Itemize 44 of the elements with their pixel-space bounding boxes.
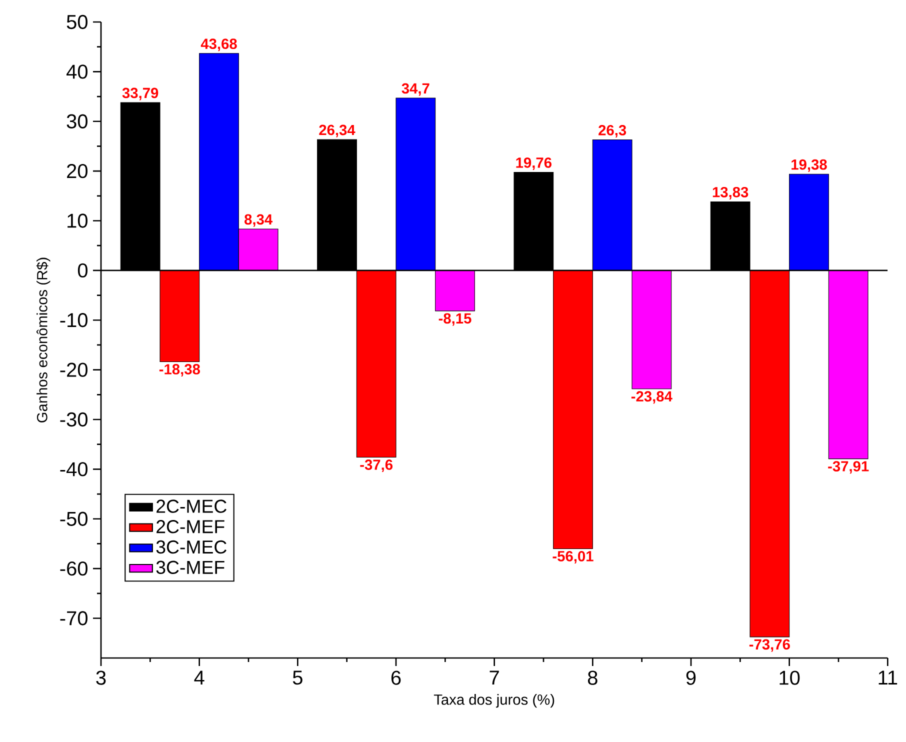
- y-axis-title: Ganhos econômicos (R$): [36, 258, 50, 422]
- y-tick-label: -40: [60, 462, 88, 476]
- x-tick-label: 11: [878, 670, 898, 684]
- x-tick-label: 6: [391, 670, 401, 685]
- x-tick-label: 5: [292, 670, 302, 685]
- y-tick-label: 30: [66, 114, 88, 128]
- y-tick-label: -60: [60, 561, 88, 576]
- legend-label: 2C-MEF: [156, 520, 224, 534]
- legend-label: 3C-MEC: [156, 540, 226, 554]
- x-tick-label: 10: [780, 670, 800, 685]
- data-label: -56,01: [552, 551, 594, 564]
- y-tick-label: -20: [60, 362, 88, 377]
- y-tick-label: 40: [66, 64, 88, 79]
- legend-label: 2C-MEC: [156, 500, 226, 513]
- data-label: 13,83: [712, 186, 748, 200]
- data-label: -73,76: [749, 639, 790, 652]
- y-tick-label: 50: [66, 14, 88, 30]
- y-tick-label: -70: [60, 611, 88, 626]
- y-tick-label: -10: [60, 313, 88, 328]
- y-tick-label: 0: [78, 263, 88, 278]
- x-tick-label: 8: [588, 670, 598, 685]
- data-label: 19,38: [792, 159, 827, 172]
- data-label: -8,15: [438, 313, 472, 326]
- data-label: 8,34: [244, 214, 273, 227]
- data-label: 43,68: [200, 38, 237, 52]
- x-tick-label: 7: [490, 670, 499, 684]
- data-label: 26,34: [319, 124, 356, 138]
- y-tick-label: -30: [60, 412, 88, 427]
- data-label: 19,76: [516, 157, 552, 170]
- data-label: -37,91: [828, 461, 869, 474]
- data-label: -23,84: [631, 391, 672, 404]
- data-label: -18,38: [159, 364, 200, 377]
- x-axis-title: Taxa dos juros (%): [434, 694, 554, 708]
- data-label: -37,6: [360, 460, 393, 472]
- data-label: 26,3: [598, 125, 626, 138]
- x-tick-label: 3: [96, 670, 106, 685]
- x-tick-label: 4: [194, 670, 204, 684]
- data-label: 34,7: [402, 83, 430, 96]
- data-label: 33,79: [122, 88, 158, 100]
- x-tick-label: 9: [686, 670, 696, 685]
- y-tick-label: -50: [60, 512, 88, 526]
- y-tick-label: 10: [68, 214, 88, 228]
- legend-label: 3C-MEF: [156, 560, 224, 574]
- y-tick-label: 20: [67, 164, 88, 178]
